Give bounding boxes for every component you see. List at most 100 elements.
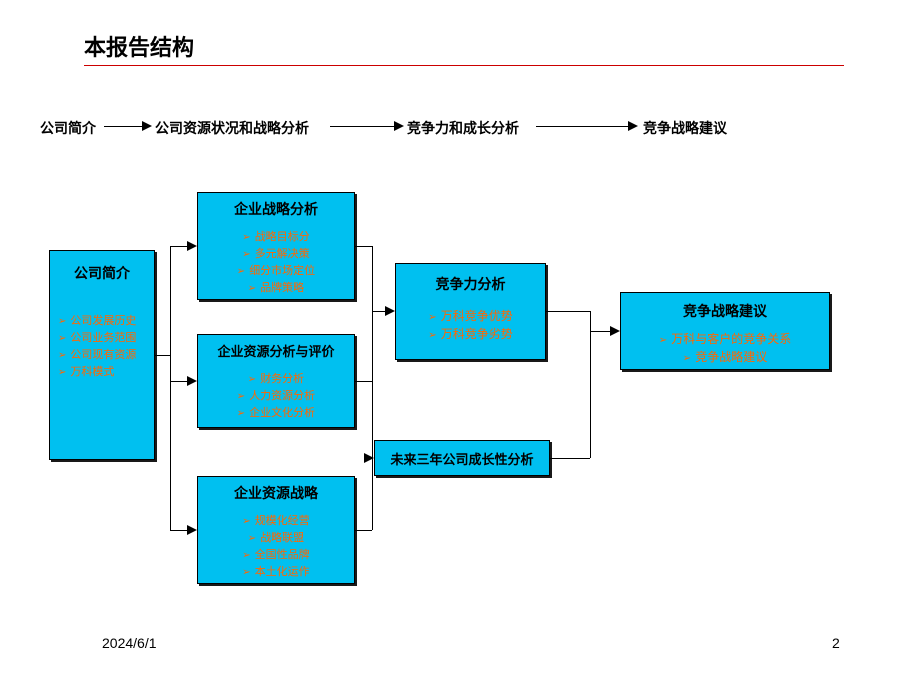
connector-h-3 (170, 381, 187, 382)
bullet-marker-icon: ➢ (237, 389, 245, 405)
bullet-text: 万科与客户的竞争关系 (671, 331, 791, 348)
arrow-head-icon (364, 453, 374, 463)
bullet-item: ➢万科模式 (58, 364, 146, 381)
bullet-text: 企业文化分析 (249, 405, 315, 421)
bullet-item: ➢ 本土化运作 (206, 564, 346, 581)
bullet-item: ➢ 规模化经营 (206, 513, 346, 530)
bullet-marker-icon: ➢ (58, 348, 66, 364)
bullet-marker-icon: ➢ (659, 332, 667, 349)
box-bullets: ➢财务分析➢人力资源分析➢企业文化分析 (198, 365, 354, 430)
bullet-item: ➢ 全国性品牌 (206, 547, 346, 564)
bullet-item: ➢万科与客户的竞争关系 (629, 331, 821, 349)
connector-h-11 (546, 311, 590, 312)
bullet-marker-icon: ➢ (242, 548, 250, 564)
bullet-text: 全国性品牌 (255, 547, 310, 563)
arrow-head-icon (385, 306, 395, 316)
box-title: 竞争战略建议 (621, 293, 829, 321)
bullet-item: ➢战略目标分 (206, 229, 346, 246)
box-bullets: ➢战略目标分➢多元解决策➢细分市场定位➢品牌策略 (198, 223, 354, 305)
bullet-text: 财务分析 (260, 371, 304, 387)
bullet-marker-icon: ➢ (242, 247, 250, 263)
bullet-item: ➢品牌策略 (206, 280, 346, 297)
box-bullets: ➢公司发展历史➢公司业务范围➢公司现有资源➢万科模式 (50, 307, 154, 389)
connector-h-5 (355, 246, 372, 247)
bullet-marker-icon: ➢ (428, 327, 436, 344)
footer-page: 2 (832, 635, 840, 651)
bullet-item: ➢企业文化分析 (206, 405, 346, 422)
arrow-head-icon (610, 326, 620, 336)
box-resource-eval: 企业资源分析与评价➢财务分析➢人力资源分析➢企业文化分析 (197, 334, 355, 428)
box-title: 公司简介 (50, 251, 154, 283)
bullet-marker-icon: ➢ (242, 565, 250, 581)
bullet-text: 公司现有资源 (70, 347, 136, 363)
bullet-marker-icon: ➢ (248, 531, 256, 547)
bullet-text: 万科竞争劣势 (441, 326, 513, 343)
box-resource-strategy: 企业资源战略➢规模化经营➢战略联盟➢全国性品牌➢本土化运作 (197, 476, 355, 584)
bullet-item: ➢公司现有资源 (58, 347, 146, 364)
arrow-head-icon (187, 241, 197, 251)
connector-h-0 (155, 355, 170, 356)
connector-h-9 (372, 311, 385, 312)
box-title: 企业资源分析与评价 (198, 335, 354, 360)
bullet-marker-icon: ➢ (237, 406, 245, 422)
bullet-item: ➢人力资源分析 (206, 388, 346, 405)
title-divider (84, 65, 844, 66)
breadcrumb-item-0: 公司简介 (40, 118, 96, 138)
breadcrumb-arrow-1 (330, 126, 394, 127)
connector-v-8 (372, 246, 373, 530)
bullet-item: ➢战略联盟 (206, 530, 346, 547)
bullet-text: 万科竞争优势 (441, 308, 513, 325)
bullet-item: ➢细分市场定位 (206, 263, 346, 280)
breadcrumb-arrow-0 (104, 126, 142, 127)
box-title: 企业战略分析 (198, 193, 354, 219)
bullet-text: 本土化运作 (255, 564, 310, 580)
box-advice: 竞争战略建议➢万科与客户的竞争关系➢竞争战略建议 (620, 292, 830, 370)
breadcrumb-item-1: 公司资源状况和战略分析 (155, 118, 309, 138)
bullet-item: ➢竞争战略建议 (629, 349, 821, 367)
bullet-marker-icon: ➢ (237, 264, 245, 280)
bullet-marker-icon: ➢ (58, 331, 66, 347)
arrow-head-icon (187, 376, 197, 386)
bullet-text: 战略目标分 (255, 229, 310, 245)
bullet-item: ➢公司发展历史 (58, 313, 146, 330)
box-title: 未来三年公司成长性分析 (375, 441, 549, 468)
bullet-item: ➢ 万科竞争优势 (404, 308, 537, 326)
box-bullets: ➢规模化经营➢战略联盟➢全国性品牌➢本土化运作 (198, 507, 354, 589)
slide: 本报告结构 公司简介公司资源状况和战略分析竞争力和成长分析竞争战略建议 公司简介… (0, 0, 920, 690)
connector-h-6 (355, 381, 372, 382)
bullet-text: 竞争战略建议 (695, 349, 767, 366)
bullet-marker-icon: ➢ (248, 372, 256, 388)
bullet-text: 战略联盟 (260, 530, 304, 546)
page-title: 本报告结构 (84, 30, 194, 62)
box-growth: 未来三年公司成长性分析 (374, 440, 550, 476)
bullet-marker-icon: ➢ (242, 514, 250, 530)
bullet-text: 细分市场定位 (249, 263, 315, 279)
breadcrumb-item-3: 竞争战略建议 (643, 118, 727, 138)
box-compete-analysis: 竞争力分析 ➢ 万科竞争优势 ➢ 万科竞争劣势 (395, 263, 546, 360)
bullet-marker-icon: ➢ (248, 281, 256, 297)
bullet-text: 多元解决策 (255, 246, 310, 262)
box-intro: 公司简介➢公司发展历史➢公司业务范围➢公司现有资源➢万科模式 (49, 250, 155, 460)
bullet-marker-icon: ➢ (58, 365, 66, 381)
arrow-head-icon (187, 525, 197, 535)
bullet-item: ➢ 多元解决策 (206, 246, 346, 263)
connector-v-13 (590, 311, 591, 458)
connector-h-7 (355, 530, 372, 531)
bullet-marker-icon: ➢ (428, 309, 436, 326)
bullet-item: ➢财务分析 (206, 371, 346, 388)
bullet-text: 公司业务范围 (70, 330, 136, 346)
bullet-text: 规模化经营 (255, 513, 310, 529)
connector-h-4 (170, 530, 187, 531)
bullet-text: 万科模式 (70, 364, 114, 380)
box-bullets: ➢ 万科竞争优势 ➢ 万科竞争劣势 (396, 302, 545, 352)
bullet-marker-icon: ➢ (58, 314, 66, 330)
box-title: 竞争力分析 (396, 264, 545, 294)
box-bullets: ➢万科与客户的竞争关系➢竞争战略建议 (621, 325, 829, 375)
bullet-item: ➢公司业务范围 (58, 330, 146, 347)
connector-h-14 (590, 331, 610, 332)
bullet-text: 公司发展历史 (70, 313, 136, 329)
arrow-head-icon (142, 121, 152, 131)
arrow-head-icon (394, 121, 404, 131)
bullet-item: ➢ 万科竞争劣势 (404, 326, 537, 344)
box-title: 企业资源战略 (198, 477, 354, 503)
